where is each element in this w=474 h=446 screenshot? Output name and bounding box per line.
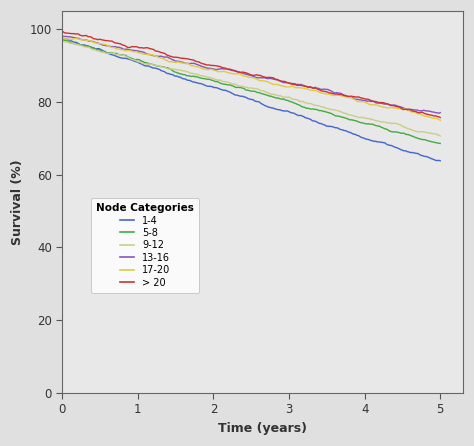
X-axis label: Time (years): Time (years) [218,422,307,435]
Legend: 1-4, 5-8, 9-12, 13-16, 17-20, > 20: 1-4, 5-8, 9-12, 13-16, 17-20, > 20 [91,198,199,293]
Y-axis label: Survival (%): Survival (%) [11,159,24,245]
